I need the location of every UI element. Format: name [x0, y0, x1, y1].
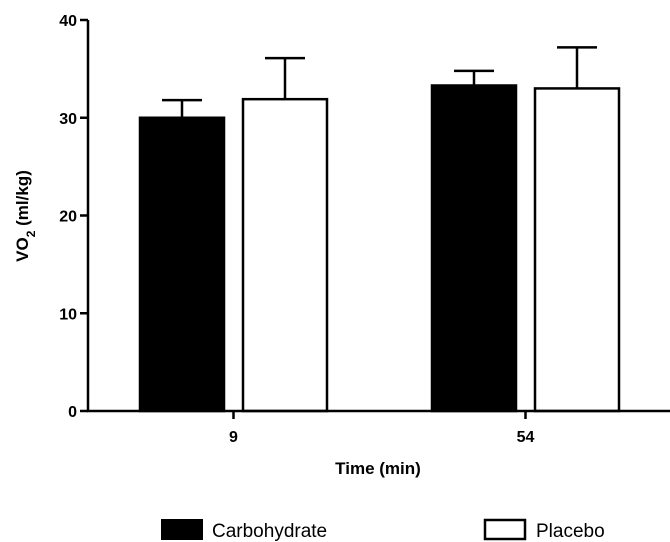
x-tick-label: 54 — [517, 429, 535, 446]
error-bars-layer — [162, 46, 597, 118]
bar-placebo-54 — [533, 87, 621, 413]
y-axis-title: VO2 (ml/kg) — [13, 170, 38, 262]
y-axis-title-unit: (ml/kg) — [13, 170, 32, 230]
legend-label-carbohydrate: Carbohydrate — [212, 521, 327, 542]
legend-label-placebo: Placebo — [536, 521, 605, 542]
y-tick-label: 40 — [59, 13, 77, 30]
y-tick-label: 30 — [59, 111, 77, 128]
legend-swatch-carbohydrate — [161, 519, 203, 540]
x-ticks: 9 54 — [229, 411, 535, 446]
bars-layer — [138, 84, 621, 413]
bar-carbohydrate-54 — [430, 84, 518, 413]
legend-swatch-placebo — [483, 518, 527, 541]
y-tick-label: 10 — [59, 306, 77, 323]
y-axis-title-main: VO — [13, 237, 32, 262]
y-ticks: 0 10 20 30 40 — [59, 13, 88, 421]
legend: Carbohydrate Placebo — [161, 518, 605, 542]
bar-carbohydrate-9 — [138, 116, 226, 413]
bar-placebo-9 — [241, 97, 329, 413]
y-tick-label: 20 — [59, 209, 77, 226]
y-axis-title-subscript: 2 — [24, 230, 38, 237]
x-axis-title: Time (min) — [335, 459, 421, 478]
x-tick-label: 9 — [229, 429, 238, 446]
y-tick-label: 0 — [68, 404, 77, 421]
